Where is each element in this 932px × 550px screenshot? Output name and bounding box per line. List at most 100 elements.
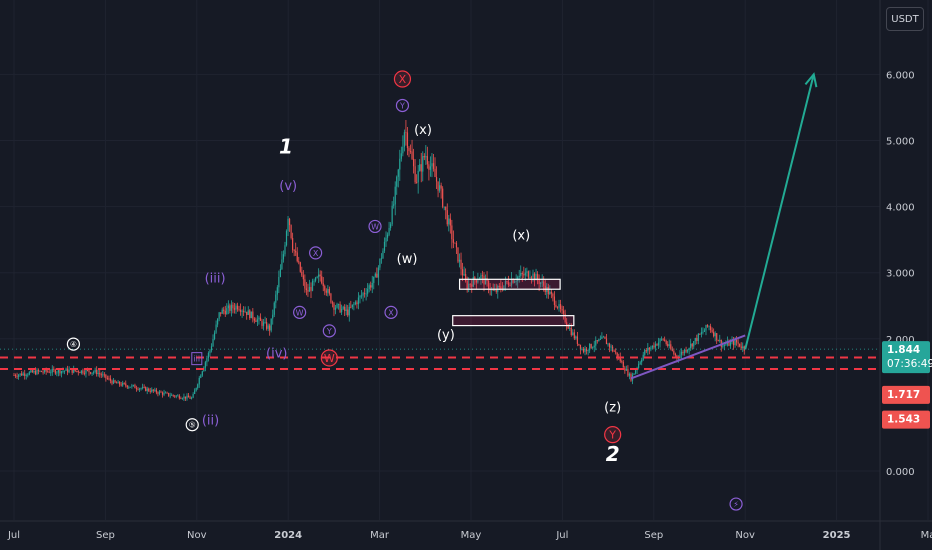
candle-body bbox=[723, 344, 725, 346]
candle-body bbox=[246, 311, 248, 316]
candle-body bbox=[526, 271, 528, 273]
candle-body bbox=[137, 388, 139, 390]
candle-body bbox=[373, 276, 375, 283]
candle-body bbox=[37, 369, 40, 372]
candle-body bbox=[206, 358, 208, 363]
candle-body bbox=[728, 341, 730, 346]
wave-label: Y bbox=[608, 429, 616, 442]
candle-body bbox=[269, 325, 271, 331]
candle-body bbox=[195, 387, 197, 391]
candle-body bbox=[549, 291, 551, 295]
candle-body bbox=[314, 277, 317, 281]
candle-body bbox=[119, 381, 121, 385]
candle-body bbox=[458, 259, 461, 262]
candle-body bbox=[42, 371, 44, 373]
candle-body bbox=[285, 231, 288, 246]
candle-body bbox=[703, 330, 706, 332]
candle-body bbox=[662, 338, 664, 340]
candle-body bbox=[244, 311, 246, 313]
candle-body bbox=[509, 284, 511, 286]
candle-body bbox=[284, 245, 286, 255]
wave-label-circle bbox=[384, 305, 398, 319]
candle-body bbox=[258, 317, 260, 320]
candle-body bbox=[47, 371, 49, 373]
candle-body bbox=[232, 304, 234, 309]
candle-body bbox=[394, 186, 396, 205]
candle-body bbox=[157, 392, 159, 394]
candle-body bbox=[621, 361, 623, 362]
x-tick-label: Sep bbox=[96, 530, 115, 541]
candle-body bbox=[99, 373, 101, 375]
price-axis[interactable]: 6.000 5.000 4.000 3.000 2.000 0.000 bbox=[879, 0, 915, 550]
candle-body bbox=[236, 305, 239, 310]
candle-body bbox=[657, 342, 660, 346]
candle-body bbox=[653, 345, 655, 348]
x-tick-label: Jul bbox=[555, 530, 568, 541]
candle-body bbox=[247, 310, 249, 316]
candle-body bbox=[134, 385, 136, 389]
candle-body bbox=[605, 338, 608, 345]
candle-body bbox=[354, 302, 357, 305]
candle-body bbox=[405, 132, 407, 134]
candle-body bbox=[295, 250, 297, 253]
candle-body bbox=[108, 378, 110, 380]
candle-body bbox=[350, 306, 352, 308]
candle-body bbox=[68, 369, 70, 373]
wave-label-circle bbox=[309, 246, 323, 260]
candle-body bbox=[595, 340, 597, 346]
candle-body bbox=[230, 304, 232, 311]
candle-body bbox=[325, 290, 327, 293]
candle-body bbox=[596, 340, 598, 342]
time-axis[interactable]: Jul Sep Nov 2024 Mar May Jul Sep Nov 2025 Ma bbox=[0, 520, 932, 541]
candle-body bbox=[409, 151, 412, 152]
candle-body bbox=[275, 294, 277, 303]
candle-body bbox=[44, 369, 46, 373]
candle-body bbox=[117, 381, 119, 384]
candle-body bbox=[266, 321, 268, 329]
candle-body bbox=[109, 378, 112, 381]
candle-body bbox=[694, 338, 696, 342]
candle-body bbox=[376, 273, 378, 278]
candle-body bbox=[668, 344, 670, 346]
candle-body bbox=[553, 296, 556, 305]
candle-body bbox=[106, 378, 108, 379]
candle-body bbox=[680, 351, 683, 355]
candle-body bbox=[535, 273, 537, 281]
candle-body bbox=[334, 307, 337, 310]
candle-body bbox=[337, 304, 340, 305]
candle-body bbox=[267, 325, 269, 329]
candle-body bbox=[385, 237, 387, 242]
candle-body bbox=[742, 346, 744, 349]
wave-label: X bbox=[399, 73, 407, 86]
candle-body bbox=[428, 164, 430, 170]
candle-body bbox=[690, 343, 692, 349]
candle-body bbox=[66, 368, 69, 373]
candle-body bbox=[393, 204, 395, 206]
candle-body bbox=[584, 348, 586, 352]
candle-body bbox=[582, 348, 585, 352]
candle-body bbox=[261, 320, 263, 326]
currency-selector-button[interactable]: USDT bbox=[886, 7, 924, 31]
candle-body bbox=[524, 272, 526, 276]
candle-body bbox=[434, 168, 436, 177]
candle-body bbox=[483, 275, 485, 285]
y-tick-label: 6.000 bbox=[886, 70, 915, 81]
candle-body bbox=[682, 351, 684, 354]
candle-body bbox=[696, 338, 698, 341]
candle-body bbox=[243, 310, 245, 312]
candle-body bbox=[743, 346, 745, 351]
candle-body bbox=[697, 333, 699, 341]
x-tick-label: Jul bbox=[7, 530, 20, 541]
candle-body bbox=[717, 340, 719, 342]
candle-body bbox=[412, 158, 415, 167]
candle-body bbox=[386, 234, 389, 238]
candle-body bbox=[200, 375, 202, 378]
candle-body bbox=[126, 385, 128, 388]
candle-body bbox=[80, 370, 82, 373]
candle-body bbox=[628, 373, 631, 376]
candle-body bbox=[71, 368, 73, 373]
candle-body bbox=[146, 388, 148, 391]
candle-body bbox=[177, 395, 179, 397]
candle-body bbox=[220, 312, 222, 314]
